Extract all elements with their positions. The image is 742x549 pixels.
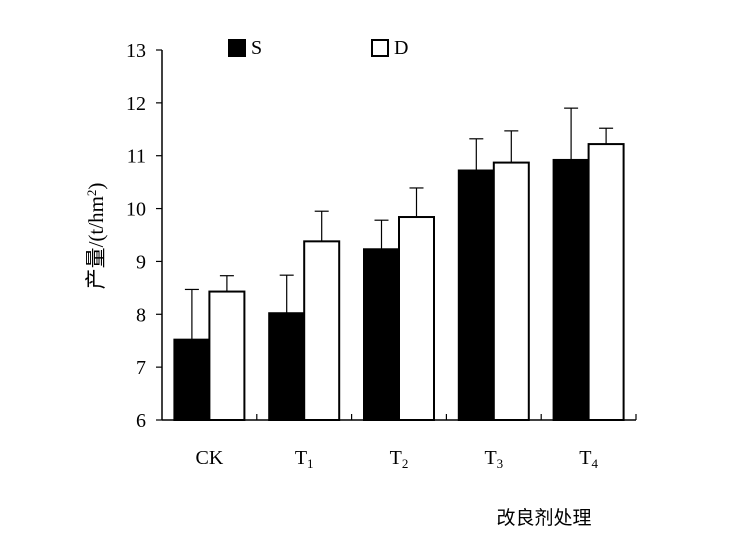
- bars-layer: [173, 143, 625, 422]
- bar-D-2: [398, 216, 435, 421]
- bar-S-3: [457, 169, 495, 421]
- y-tick-label-10: 10: [126, 199, 146, 221]
- y-tick-label-11: 11: [127, 146, 146, 168]
- x-tick-label-0: CK: [196, 447, 224, 469]
- y-tick-label-8: 8: [136, 304, 146, 326]
- bar-D-1: [303, 240, 341, 421]
- y-axis-label-main: 产量/(t/hm: [84, 196, 108, 289]
- legend-label-D: D: [394, 37, 408, 59]
- bar-D-0: [208, 290, 246, 421]
- legend-swatch-S: [228, 39, 246, 57]
- bar-D-4: [587, 143, 625, 421]
- axes-layer: 6 7 8 9 10 11 12 13 CK T1 T2 T3 T4: [126, 40, 637, 471]
- y-tick-label-13: 13: [126, 40, 146, 62]
- bar-S-0: [173, 338, 211, 421]
- legend-label-S: S: [251, 37, 262, 59]
- y-tick-label-9: 9: [136, 251, 146, 273]
- y-axis-label: 产量/(t/hm2): [84, 183, 109, 290]
- bar-S-2: [363, 248, 400, 421]
- bar-D-3: [492, 161, 530, 421]
- x-axis-label: 改良剂处理: [496, 507, 591, 529]
- y-tick-label-7: 7: [136, 357, 146, 379]
- y-tick-label-6: 6: [136, 410, 146, 432]
- x-tick-label-3: T3: [484, 447, 503, 471]
- x-tick-label-4: T4: [579, 447, 598, 471]
- x-tick-label-2: T2: [390, 447, 409, 471]
- y-axis-label-sup: 2: [84, 190, 99, 197]
- y-tick-label-12: 12: [126, 93, 146, 115]
- x-tick-label-1: T1: [295, 447, 314, 471]
- error-bars-layer: [184, 107, 614, 340]
- y-axis-label-close: ): [84, 183, 108, 190]
- legend-swatch-D: [371, 39, 389, 57]
- bar-S-4: [552, 158, 590, 421]
- bar-S-1: [268, 312, 306, 422]
